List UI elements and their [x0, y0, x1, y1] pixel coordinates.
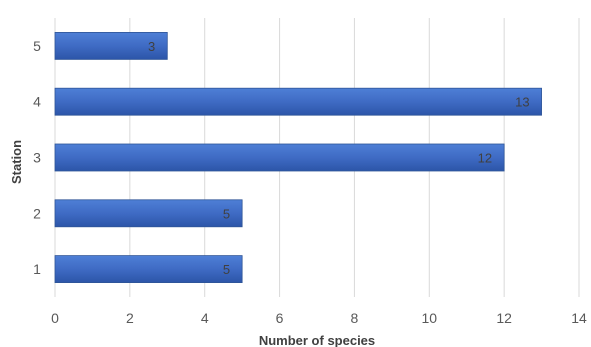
- bars: 5 5 12 13 3: [55, 32, 542, 282]
- bar-station-4: [55, 88, 542, 115]
- data-label-station-1: 5: [223, 262, 230, 277]
- y-tick-label: 1: [33, 261, 41, 277]
- data-label-station-5: 3: [148, 39, 155, 54]
- y-tick-label: 5: [33, 38, 41, 54]
- y-tick-label: 4: [33, 94, 41, 110]
- bar-station-3: [55, 144, 504, 171]
- x-axis-ticks: 0 2 4 6 8 10 12 14: [51, 310, 587, 326]
- x-tick-label: 2: [126, 310, 134, 326]
- data-label-station-2: 5: [223, 206, 230, 221]
- y-tick-label: 3: [33, 150, 41, 166]
- y-axis-title: Station: [9, 140, 24, 184]
- y-axis-ticks: 1 2 3 4 5: [33, 38, 41, 277]
- bar-station-2: [55, 200, 242, 227]
- x-tick-label: 14: [571, 310, 587, 326]
- x-tick-label: 12: [496, 310, 512, 326]
- x-tick-label: 8: [351, 310, 359, 326]
- x-tick-label: 4: [201, 310, 209, 326]
- x-tick-label: 0: [51, 310, 59, 326]
- y-tick-label: 2: [33, 205, 41, 221]
- bar-station-1: [55, 256, 242, 283]
- data-label-station-3: 12: [478, 151, 492, 166]
- x-axis-title: Number of species: [259, 333, 375, 347]
- x-tick-label: 10: [421, 310, 437, 326]
- x-tick-label: 6: [276, 310, 284, 326]
- data-label-station-4: 13: [515, 95, 529, 110]
